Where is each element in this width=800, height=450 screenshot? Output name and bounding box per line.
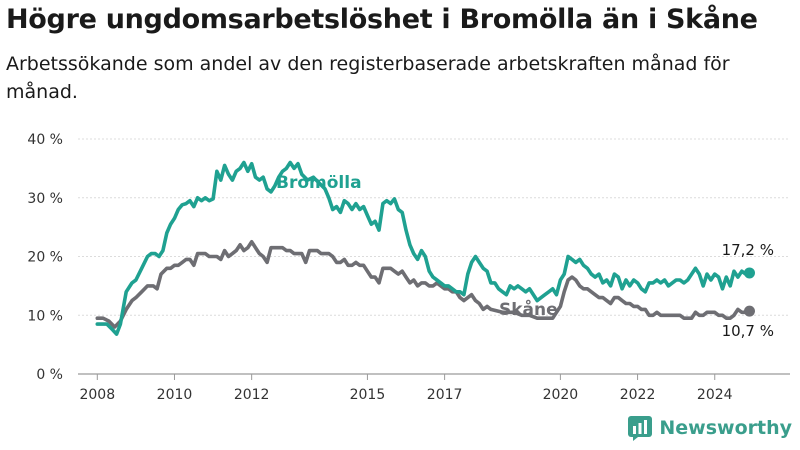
end-point-skane [743,305,755,317]
newsworthy-icon [628,416,653,441]
end-point-bromolla [743,267,755,279]
x-tick-label: 2020 [543,387,579,403]
end-value-label-bromolla: 17,2 % [722,241,774,259]
y-tick-label: 40 % [27,132,63,148]
y-axis-labels: 0 % 10 % 20 % 30 % 40 % [27,132,63,383]
x-tick-label: 2012 [234,387,270,403]
x-tick-label: 2017 [427,387,463,403]
series-label-skane: Skåne [499,298,558,320]
chart-subtitle: Arbetssökande som andel av den registerb… [6,53,730,103]
gridlines [78,138,790,375]
series-label-bromolla: Bromölla [276,173,362,193]
y-tick-label: 0 % [36,367,63,383]
brand-name: Newsworthy [659,417,792,439]
series-line-skane [95,240,752,329]
x-tick-label: 2008 [79,387,115,403]
brand-logo: Newsworthy [627,415,792,441]
y-tick-label: 10 % [27,308,63,324]
y-tick-label: 30 % [27,191,63,207]
x-tick-label: 2024 [697,387,733,403]
x-tick-label: 2010 [157,387,193,403]
series-lines [95,160,755,336]
x-tick-label: 2022 [620,387,656,403]
series-labels: Bromölla Skåne 17,2 % 10,7 % [276,173,774,340]
series-line-bromolla [95,160,752,336]
y-tick-label: 20 % [27,250,63,266]
x-tick-label: 2015 [350,387,386,403]
end-value-label-skane: 10,7 % [722,322,774,340]
chart-title: Högre ungdomsarbetslöshet i Bromölla än … [6,4,758,35]
x-axis: 2008 2010 2012 2015 2017 2020 2022 2024 [79,374,733,403]
